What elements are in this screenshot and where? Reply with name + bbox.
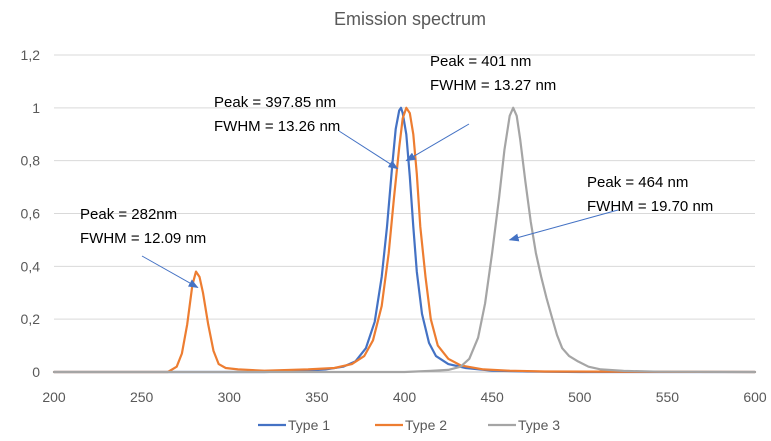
x-tick-label: 250	[130, 389, 154, 405]
legend: Type 1 Type 2 Type 3	[258, 417, 560, 433]
x-tick-label: 300	[218, 389, 242, 405]
annotation-text: FWHM = 13.26 nm	[214, 118, 340, 135]
y-axis-ticks: 0 0,2 0,4 0,6 0,8 1 1,2	[21, 47, 41, 380]
y-tick-label: 0	[32, 364, 40, 380]
y-tick-label: 0,2	[21, 311, 41, 327]
legend-label: Type 2	[405, 417, 447, 433]
chart-title: Emission spectrum	[334, 9, 486, 29]
series-line-type-3	[52, 106, 757, 374]
annotations: Peak = 282nm FWHM = 12.09 nm Peak = 397.85…	[80, 53, 713, 288]
series-lines	[52, 106, 757, 374]
x-tick-label: 550	[656, 389, 680, 405]
annotation-text: FWHM = 19.70 nm	[587, 198, 713, 215]
y-tick-label: 1,2	[21, 47, 41, 63]
annotation-arrow	[338, 130, 399, 170]
y-tick-label: 0,6	[21, 206, 41, 222]
legend-label: Type 3	[518, 417, 560, 433]
x-tick-label: 600	[743, 389, 767, 405]
x-tick-label: 350	[305, 389, 329, 405]
annotation-arrow	[508, 209, 619, 242]
annotation-text: Peak = 401 nm	[430, 53, 531, 70]
y-tick-label: 0,8	[21, 153, 41, 169]
annotation-text: Peak = 397.85 nm	[214, 94, 336, 111]
annotation-text: Peak = 464 nm	[587, 174, 688, 191]
x-tick-label: 400	[393, 389, 417, 405]
legend-label: Type 1	[288, 417, 330, 433]
annotation-arrow	[141, 255, 199, 288]
y-tick-label: 1	[32, 100, 40, 116]
x-axis-ticks: 200 250 300 350 400 450 500 550 600	[42, 389, 767, 405]
x-tick-label: 200	[42, 389, 66, 405]
x-tick-label: 500	[568, 389, 592, 405]
gridlines	[54, 54, 755, 373]
annotation-text: FWHM = 12.09 nm	[80, 230, 206, 247]
annotation-text: Peak = 282nm	[80, 206, 177, 223]
x-tick-label: 450	[480, 389, 504, 405]
annotation-arrow	[405, 123, 470, 162]
annotation-text: FWHM = 13.27 nm	[430, 77, 556, 94]
series-line-type-2	[52, 106, 757, 374]
y-tick-label: 0,4	[21, 258, 41, 274]
